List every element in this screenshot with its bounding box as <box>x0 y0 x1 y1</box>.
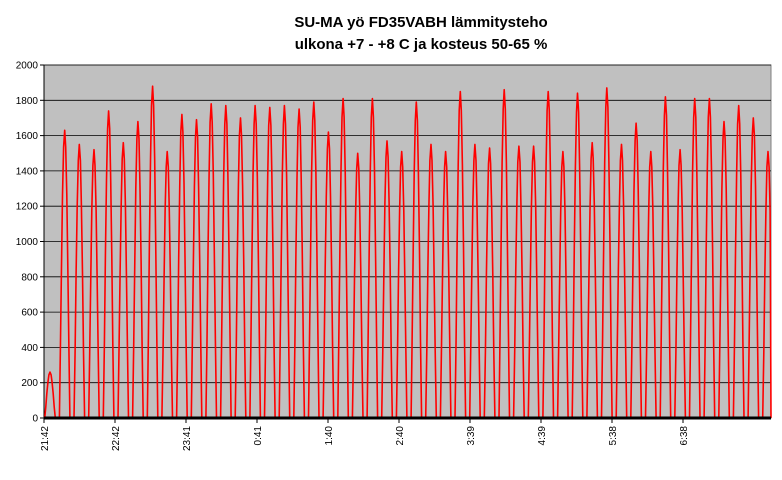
x-tick-label: 22:42 <box>111 426 122 451</box>
x-tick-label: 23:41 <box>182 426 193 451</box>
y-tick-label: 800 <box>21 272 38 283</box>
x-tick-label: 1:40 <box>324 426 335 446</box>
y-tick-label: 400 <box>21 343 38 354</box>
y-tick-label: 0 <box>32 414 38 425</box>
y-tick-label: 600 <box>21 308 38 319</box>
x-tick-label: 6:38 <box>679 426 690 446</box>
y-tick-label: 2000 <box>16 61 39 72</box>
x-tick-label: 5:38 <box>608 426 619 446</box>
x-tick-label: 0:41 <box>253 426 264 446</box>
x-tick-label: 2:40 <box>395 426 406 446</box>
chart-title-line1: SU-MA yö FD35VABH lämmitysteho <box>294 14 548 31</box>
x-tick-label: 4:39 <box>537 426 548 446</box>
y-tick-label: 1800 <box>16 96 39 107</box>
y-tick-label: 200 <box>21 378 38 389</box>
x-tick-label: 21:42 <box>40 426 51 451</box>
x-tick-label: 3:39 <box>466 426 477 446</box>
y-tick-label: 1000 <box>16 237 39 248</box>
y-tick-label: 1600 <box>16 131 39 142</box>
chart-title-line2: ulkona +7 - +8 C ja kosteus 50-65 % <box>294 36 548 53</box>
y-axis: 0 200 400 600 800 1000 1200 1400 1600 1800 2000 <box>16 61 45 425</box>
y-tick-label: 1200 <box>16 202 39 213</box>
x-axis: 21:42 22:42 23:41 0:41 1:40 2:40 3:39 4:39 5:38 6… <box>40 418 690 451</box>
series-line <box>43 85 772 419</box>
y-tick-label: 1400 <box>16 166 39 177</box>
